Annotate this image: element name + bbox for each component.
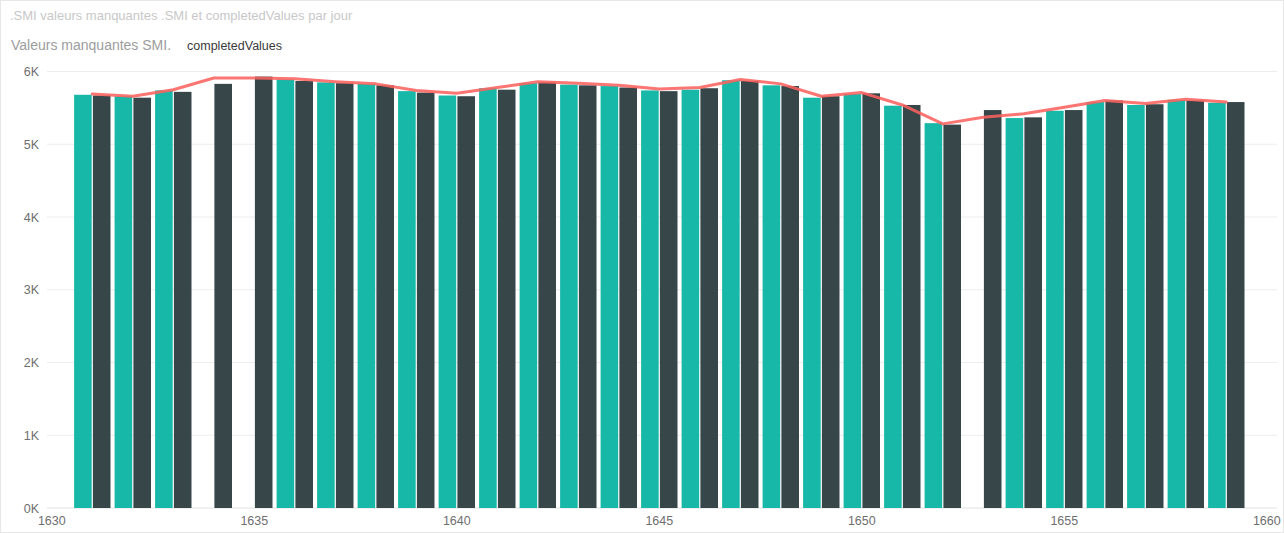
bar-smi-1644[interactable] <box>619 88 637 508</box>
bar-smi-1658[interactable] <box>1186 101 1204 508</box>
y-axis-tick-6K: 6K <box>24 65 40 79</box>
bar-smi-1656[interactable] <box>1105 101 1123 508</box>
bar-valeurs-manquantes-smi-1644[interactable] <box>601 86 619 508</box>
bar-valeurs-manquantes-smi-1639[interactable] <box>398 91 416 508</box>
bar-smi-1646[interactable] <box>700 88 718 508</box>
bar-smi-1654[interactable] <box>1024 117 1042 508</box>
bar-valeurs-manquantes-smi-1640[interactable] <box>439 96 457 508</box>
bar-valeurs-manquantes-smi-1650[interactable] <box>844 94 862 508</box>
y-axis-tick-2K: 2K <box>24 356 40 370</box>
bar-valeurs-manquantes-smi-1651[interactable] <box>884 106 902 508</box>
bar-smi-1631[interactable] <box>93 96 111 508</box>
x-axis-tick-1655: 1655 <box>1050 514 1078 528</box>
bar-smi-1640[interactable] <box>457 96 475 508</box>
bar-valeurs-manquantes-smi-1659[interactable] <box>1208 103 1226 508</box>
bar-valeurs-manquantes-smi-1652[interactable] <box>925 123 943 508</box>
bar-smi-1633[interactable] <box>174 92 192 508</box>
bar-valeurs-manquantes-smi-1646[interactable] <box>682 90 700 508</box>
bar-smi-1645[interactable] <box>660 91 678 508</box>
bar-smi-1648[interactable] <box>781 86 799 508</box>
bar-valeurs-manquantes-smi-1645[interactable] <box>641 90 659 508</box>
report-canvas: .SMI valeurs manquantes .SMI et complete… <box>0 0 1284 533</box>
bar-smi-1637[interactable] <box>336 83 354 508</box>
bar-valeurs-manquantes-smi-1657[interactable] <box>1127 105 1145 508</box>
bar-smi-1639[interactable] <box>417 93 435 508</box>
bar-smi-1636[interactable] <box>295 81 313 508</box>
x-axis-tick-1660: 1660 <box>1253 514 1281 528</box>
bar-smi-1647[interactable] <box>741 81 759 508</box>
bar-smi-1638[interactable] <box>376 85 394 508</box>
x-axis-tick-1635: 1635 <box>240 514 268 528</box>
bar-smi-1649[interactable] <box>822 96 840 508</box>
x-axis-tick-1650: 1650 <box>848 514 876 528</box>
bar-smi-1650[interactable] <box>862 93 880 508</box>
y-axis-tick-1K: 1K <box>24 429 40 443</box>
bar-valeurs-manquantes-smi-1633[interactable] <box>155 90 173 508</box>
bar-valeurs-manquantes-smi-1636[interactable] <box>277 80 295 508</box>
bar-valeurs-manquantes-smi-1658[interactable] <box>1168 100 1186 508</box>
bar-smi-1655[interactable] <box>1065 110 1083 508</box>
bar-valeurs-manquantes-smi-1637[interactable] <box>317 82 335 508</box>
bar-smi-1641[interactable] <box>498 90 516 508</box>
bar-valeurs-manquantes-smi-1649[interactable] <box>803 98 821 508</box>
bar-valeurs-manquantes-smi-1654[interactable] <box>1006 118 1024 508</box>
y-axis-tick-3K: 3K <box>24 283 40 297</box>
bar-smi-1643[interactable] <box>579 85 597 508</box>
bar-valeurs-manquantes-smi-1648[interactable] <box>763 85 781 508</box>
y-axis-tick-5K: 5K <box>24 138 40 152</box>
bar-valeurs-manquantes-smi-1647[interactable] <box>722 80 740 508</box>
bar-valeurs-manquantes-smi-1638[interactable] <box>358 84 376 508</box>
bar-smi-1653[interactable] <box>984 110 1002 508</box>
y-axis-tick-4K: 4K <box>24 211 40 225</box>
bar-valeurs-manquantes-smi-1655[interactable] <box>1046 111 1064 508</box>
bar-smi-1651[interactable] <box>903 105 921 508</box>
bar-smi-1634[interactable] <box>214 84 232 508</box>
x-axis-tick-1630: 1630 <box>38 514 66 528</box>
bar-smi-1659[interactable] <box>1227 102 1245 508</box>
chart-plot-area: 0K1K2K3K4K5K6K16301635164016451650165516… <box>1 1 1284 533</box>
bar-valeurs-manquantes-smi-1641[interactable] <box>479 88 497 508</box>
bar-valeurs-manquantes-smi-1632[interactable] <box>115 96 133 508</box>
x-axis-tick-1645: 1645 <box>645 514 673 528</box>
x-axis-tick-1640: 1640 <box>443 514 471 528</box>
bar-valeurs-manquantes-smi-1656[interactable] <box>1087 102 1105 508</box>
bar-smi-1657[interactable] <box>1146 104 1164 508</box>
bar-smi-1642[interactable] <box>538 82 556 508</box>
bar-valeurs-manquantes-smi-1643[interactable] <box>560 85 578 508</box>
bar-smi-1635[interactable] <box>255 77 273 508</box>
bar-smi-1652[interactable] <box>943 125 961 508</box>
bar-valeurs-manquantes-smi-1642[interactable] <box>520 83 538 508</box>
bar-smi-1632[interactable] <box>133 98 151 508</box>
bar-valeurs-manquantes-smi-1631[interactable] <box>74 95 92 508</box>
